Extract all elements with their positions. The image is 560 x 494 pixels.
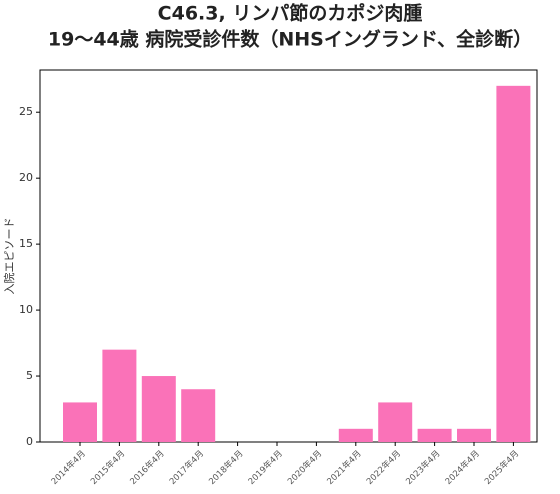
y-tick-label: 25	[19, 105, 33, 118]
bar	[141, 376, 176, 442]
chart-title: 19～44歳 病院受診件数（NHSイングランド、全診断）	[48, 28, 532, 51]
y-tick-label: 20	[19, 171, 33, 184]
x-tick-label: 2015年4月	[88, 448, 127, 487]
chart-title: C46.3, リンパ節のカポジ肉腫	[158, 2, 423, 25]
plot-frame	[39, 69, 538, 443]
y-tick-label: 5	[26, 369, 33, 382]
x-tick-label: 2017年4月	[167, 448, 206, 487]
bar	[417, 428, 452, 442]
y-tick-label: 15	[19, 237, 33, 250]
bar	[338, 428, 373, 442]
bar	[102, 349, 137, 442]
y-tick-label: 10	[19, 303, 33, 316]
x-tick-label: 2021年4月	[325, 448, 364, 487]
x-tick-label: 2020年4月	[285, 448, 324, 487]
bar	[181, 389, 216, 442]
bar	[63, 402, 97, 442]
x-tick-label: 2016年4月	[128, 448, 167, 487]
x-tick-label: 2014年4月	[49, 448, 88, 487]
bar	[457, 428, 491, 442]
x-tick-label: 2023年4月	[404, 448, 443, 487]
y-axis-label: 入院エピソード	[2, 218, 16, 295]
x-tick-label: 2024年4月	[443, 448, 482, 487]
x-tick-label: 2022年4月	[364, 448, 403, 487]
x-tick-label: 2018年4月	[207, 448, 246, 487]
y-tick-label: 0	[26, 435, 33, 448]
bar	[496, 85, 531, 443]
bar	[378, 402, 413, 442]
x-tick-label: 2019年4月	[246, 448, 285, 487]
x-tick-label: 2025年4月	[482, 448, 521, 487]
